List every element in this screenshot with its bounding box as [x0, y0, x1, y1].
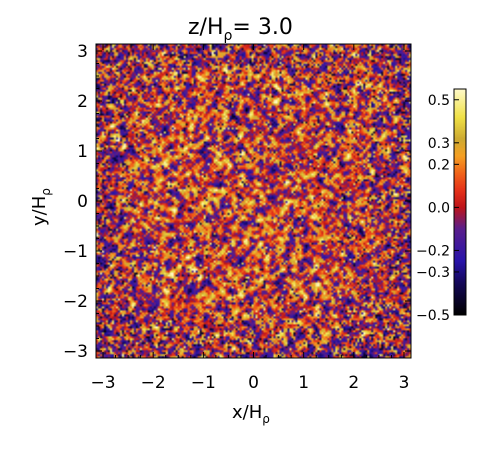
chart-title-subscript: ρ: [224, 28, 233, 44]
colorbar-tick-label: −0.2: [416, 243, 450, 259]
y-tick-label: 3: [77, 42, 88, 62]
heatmap-plot: −3 −2 −1 0 1 2 3 −3 −2 −1 0 1 2 3: [63, 42, 412, 393]
y-tick-label: 2: [77, 92, 88, 112]
y-axis-label: y/Hρ: [29, 188, 53, 226]
chart-title-value: = 3.0: [232, 15, 292, 40]
y-tick-label: −1: [63, 242, 88, 262]
x-tick-label: −3: [90, 373, 115, 393]
y-axis-ticks: −3 −2 −1 0 1 2 3: [63, 42, 411, 362]
colorbar-tick-label: −0.5: [416, 308, 450, 324]
colorbar: 0.5 0.3 0.2 0.0 −0.2 −0.3 −0.5: [416, 88, 467, 324]
x-tick-label: 0: [248, 373, 259, 393]
colorbar-tick-label: 0.0: [428, 200, 450, 216]
y-tick-label: 1: [77, 142, 88, 162]
x-tick-label: −2: [141, 373, 166, 393]
y-tick-label: −3: [63, 342, 88, 362]
x-tick-label: −1: [191, 373, 216, 393]
x-axis-ticks: −3 −2 −1 0 1 2 3: [90, 44, 409, 393]
colorbar-tick-label: 0.5: [428, 93, 450, 109]
y-axis-label-subscript: ρ: [39, 188, 53, 196]
heatmap-image: [96, 44, 411, 358]
x-tick-label: 1: [298, 373, 309, 393]
x-tick-label: 3: [399, 373, 410, 393]
x-axis-label-main: x/H: [232, 402, 262, 423]
colorbar-tick-label: 0.2: [428, 157, 450, 173]
y-tick-label: −2: [63, 292, 88, 312]
colorbar-ticks: 0.5 0.3 0.2 0.0 −0.2 −0.3 −0.5: [416, 93, 459, 324]
y-axis-label-main: y/H: [29, 196, 50, 226]
colorbar-tick-label: 0.3: [428, 136, 450, 152]
colorbar-frame: [453, 88, 467, 316]
colorbar-tick-label: −0.3: [416, 265, 450, 281]
chart-title: z/Hρ= 3.0: [188, 15, 293, 44]
x-axis-label: x/Hρ: [232, 402, 270, 426]
x-axis-label-subscript: ρ: [262, 412, 270, 426]
colorbar-image: [454, 89, 466, 315]
y-tick-label: 0: [77, 192, 88, 212]
x-tick-label: 2: [348, 373, 359, 393]
chart-title-main: z/H: [188, 15, 224, 40]
